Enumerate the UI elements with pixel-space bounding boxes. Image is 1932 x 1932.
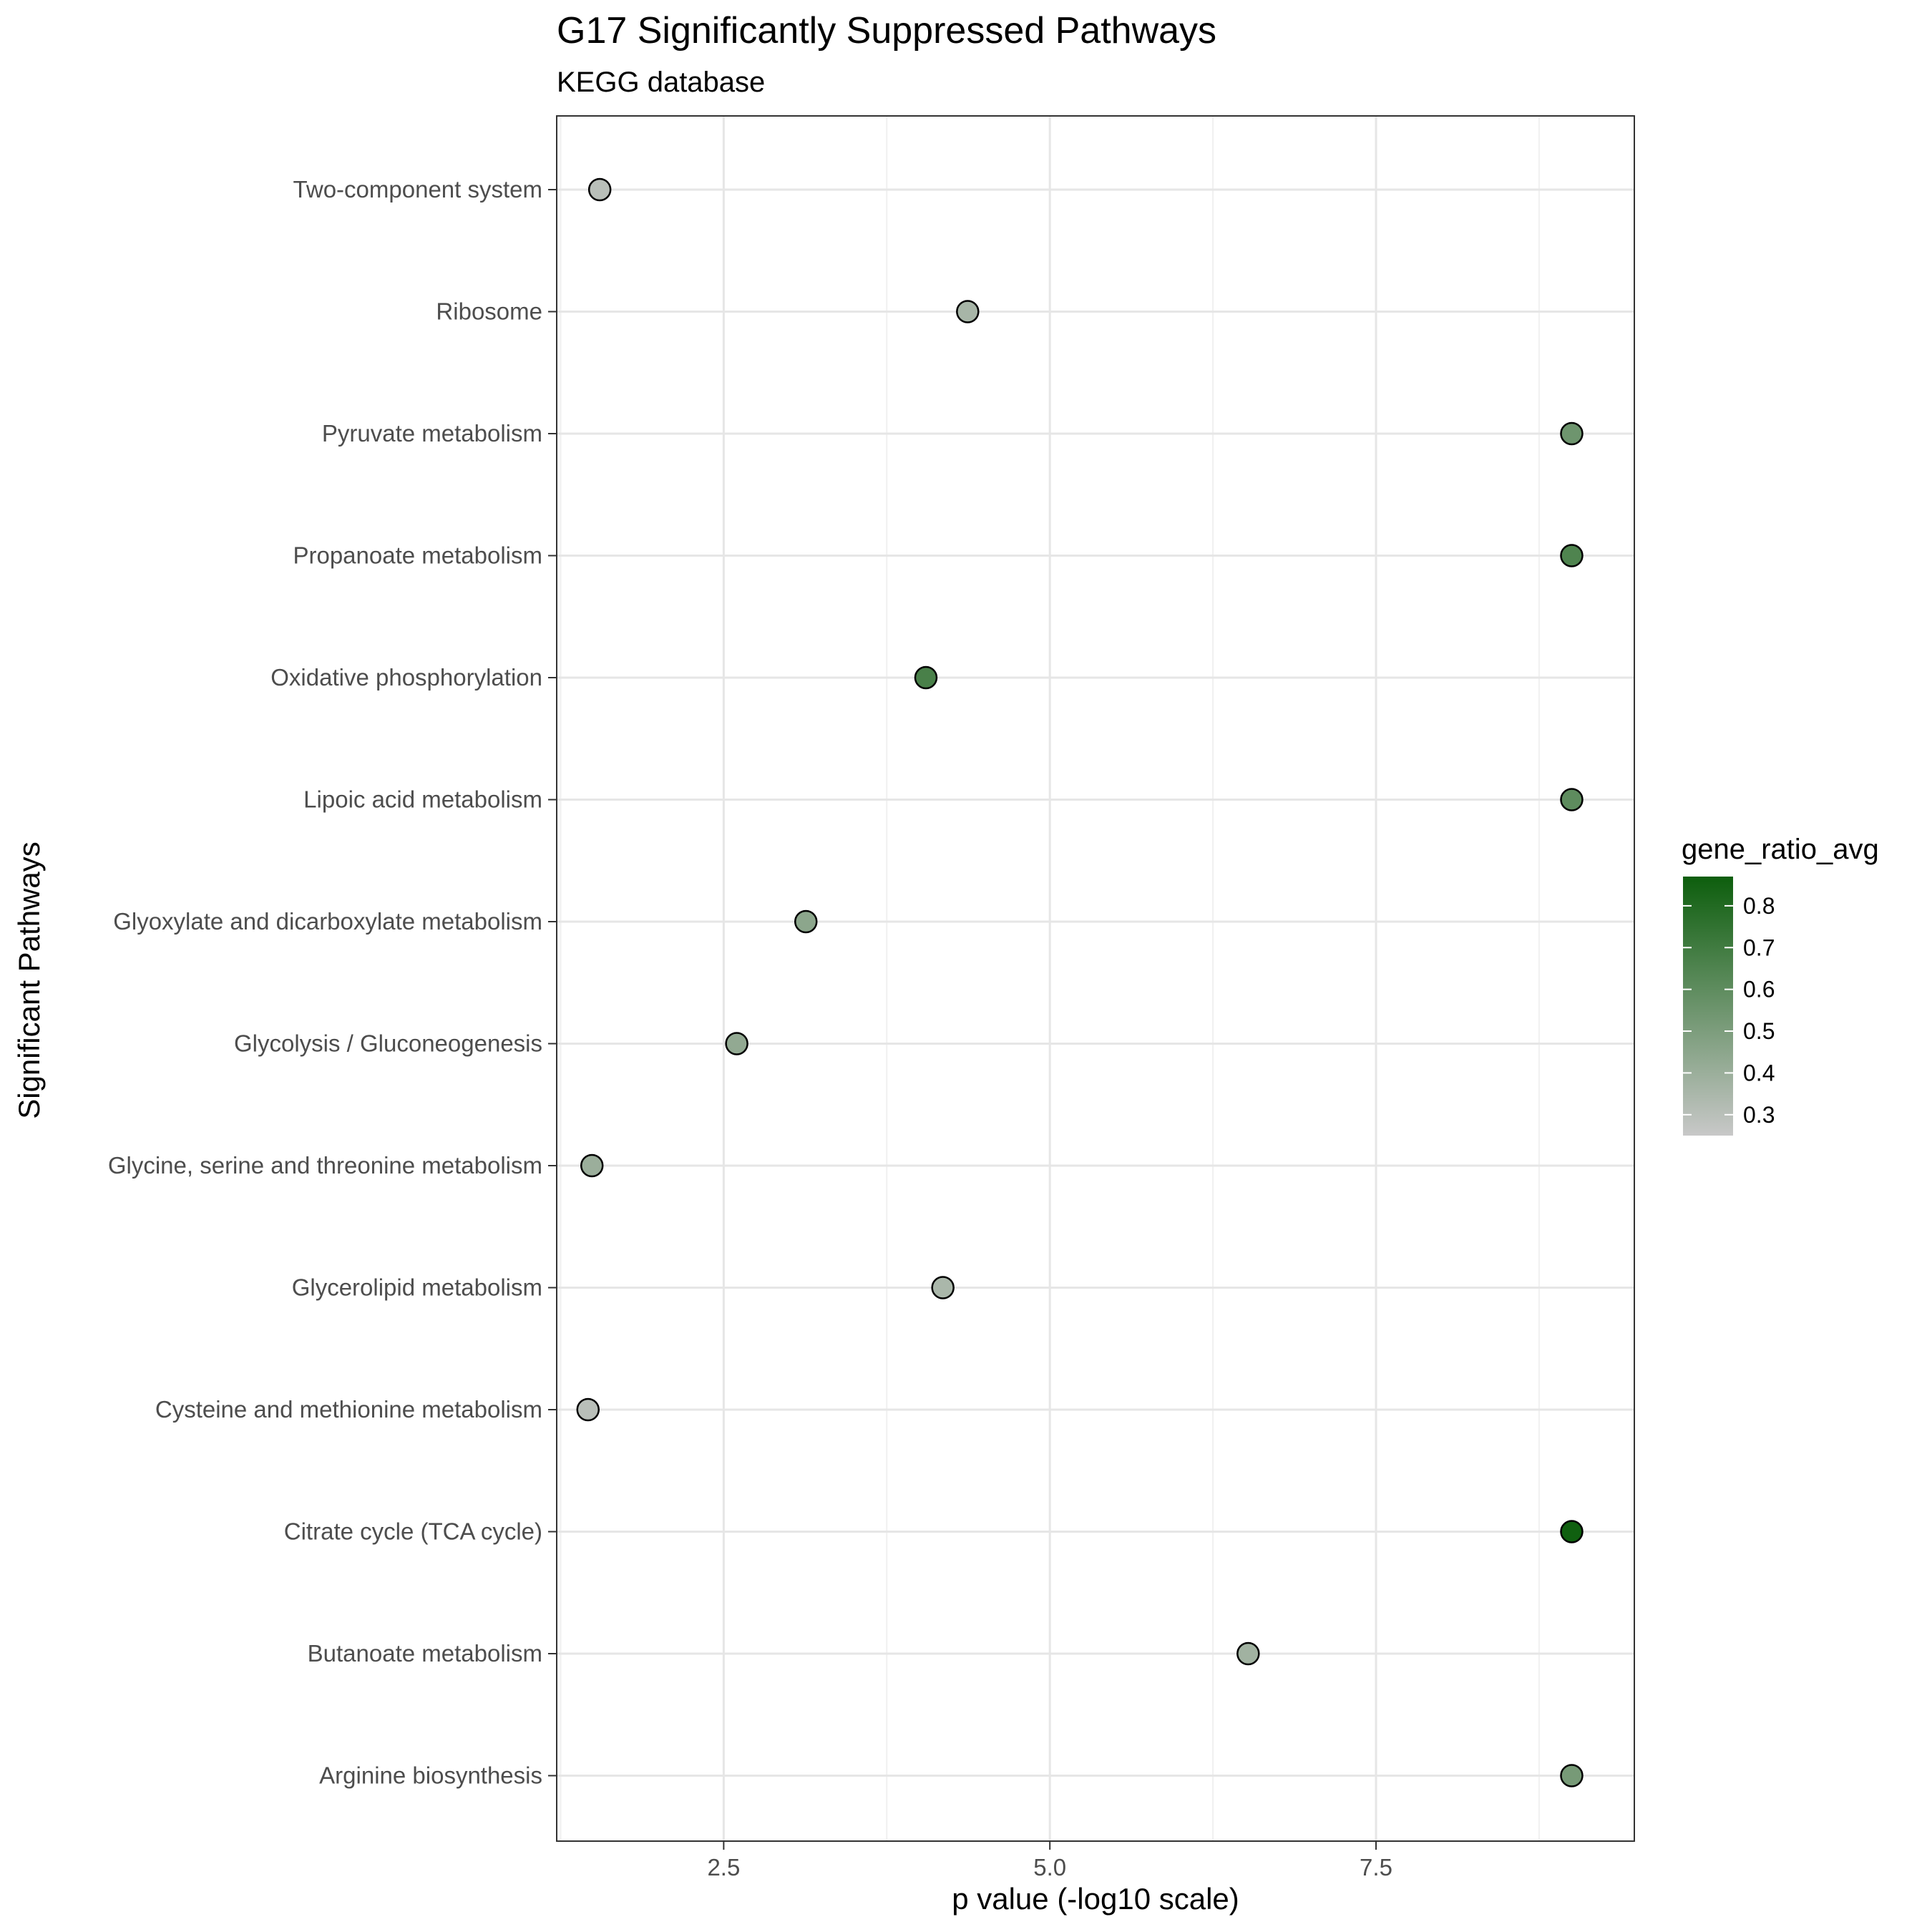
x-axis-title: p value (-log10 scale) [952,1882,1239,1916]
y-tick-label: Butanoate metabolism [308,1640,542,1667]
major-gridlines [557,116,1634,1841]
y-tick-label: Lipoic acid metabolism [303,786,542,813]
y-tick-label: Glyoxylate and dicarboxylate metabolism [113,908,542,935]
y-tick-label: Oxidative phosphorylation [270,664,542,691]
plot-panel [556,115,1635,1842]
data-point [914,665,938,690]
legend-tick-label: 0.3 [1743,1102,1775,1128]
chart-title: G17 Significantly Suppressed Pathways [557,10,1216,52]
data-point [580,1153,604,1178]
y-axis: Two-component system Ribosome Pyruvate met… [108,176,557,1789]
legend-ticks: 0.3 0.4 0.5 0.6 0.7 0.8 [1683,893,1775,1128]
data-point [931,1276,955,1299]
data-point [794,909,818,934]
legend-title: gene_ratio_avg [1682,834,1879,865]
legend-tick-label: 0.7 [1743,935,1775,960]
x-tick-label: 5.0 [1033,1854,1066,1880]
y-tick-label: Glycine, serine and threonine metabolism [108,1152,542,1179]
y-tick-label: Glycerolipid metabolism [292,1274,542,1301]
panel-border [556,115,1635,1842]
y-tick-label: Propanoate metabolism [293,542,542,569]
y-tick-label: Ribosome [436,298,542,325]
panel-background [557,116,1634,1841]
legend-tick-label: 0.6 [1743,977,1775,1002]
y-tick-label: Citrate cycle (TCA cycle) [284,1518,542,1545]
minor-gridlines [560,116,1540,1841]
x-axis: 2.5 5.0 7.5 [707,1841,1392,1880]
data-point [587,177,612,202]
y-tick-label: Arginine biosynthesis [319,1762,542,1789]
data-points [576,177,1584,1787]
y-tick-label: Two-component system [293,176,542,203]
color-legend: gene_ratio_avg 0.3 0.4 0.5 0.6 0.7 0.8 [1682,834,1879,1136]
legend-tick-label: 0.4 [1743,1060,1775,1085]
y-axis-title: Significant Pathways [12,841,46,1119]
data-point [956,300,980,323]
data-point [1560,544,1584,567]
y-tick-label: Cysteine and methionine metabolism [155,1396,542,1423]
legend-tick-label: 0.5 [1743,1018,1775,1044]
y-tick-label: Pyruvate metabolism [322,420,542,447]
legend-colorbar [1683,877,1733,1136]
data-point [1560,788,1584,811]
data-point [1560,1520,1584,1543]
y-tick-label: Glycolysis / Gluconeogenesis [234,1030,542,1057]
data-point [1236,1641,1260,1666]
legend-tick-label: 0.8 [1743,893,1775,919]
x-tick-label: 7.5 [1360,1854,1392,1880]
data-point [1560,421,1584,446]
data-point [1560,1764,1584,1787]
chart-subtitle: KEGG database [557,67,765,98]
x-tick-label: 2.5 [707,1854,740,1880]
data-point [576,1397,600,1422]
data-point [725,1032,748,1055]
